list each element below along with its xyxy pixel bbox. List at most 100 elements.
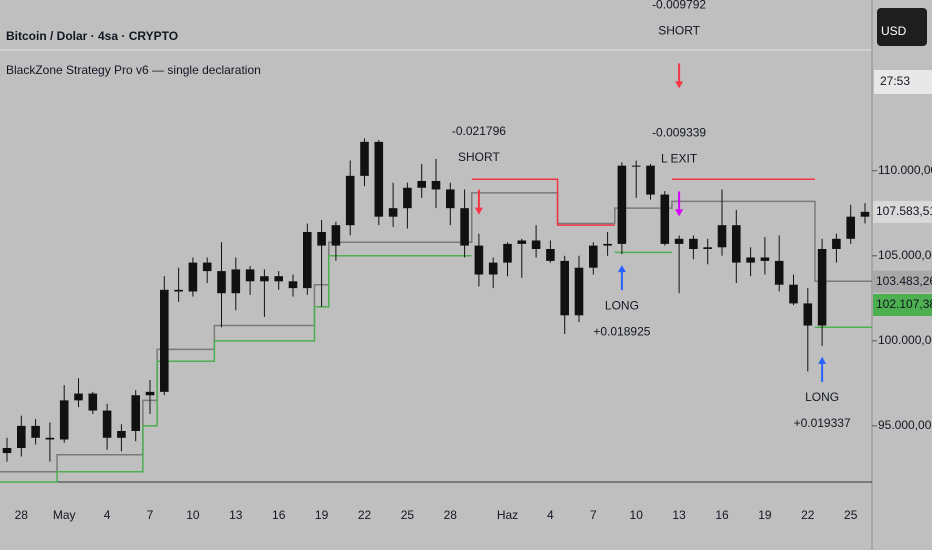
signal-value: -0.009792 xyxy=(652,0,706,12)
candle-body xyxy=(174,289,183,292)
indicator-name: BlackZone Strategy Pro v6 — single decla… xyxy=(6,63,261,77)
x-tick-label: 25 xyxy=(844,508,858,522)
timer: 27:53 xyxy=(880,74,910,88)
x-tick-label: 13 xyxy=(672,508,686,522)
candle-body xyxy=(288,281,298,289)
candle-body xyxy=(117,430,126,438)
signal-name: LONG xyxy=(605,298,639,312)
signal-value: +0.018925 xyxy=(593,324,650,338)
candle-body xyxy=(674,238,684,244)
candle-body xyxy=(74,393,83,401)
candle-body xyxy=(260,276,269,282)
candle-body xyxy=(202,262,212,272)
candle-body xyxy=(131,395,140,431)
signal-name: SHORT xyxy=(458,150,500,164)
candle-body xyxy=(460,208,469,246)
candle-body xyxy=(760,257,770,261)
candle-body xyxy=(703,247,712,249)
x-tick-label: 7 xyxy=(147,508,154,522)
candle-body xyxy=(774,260,784,285)
candle-body xyxy=(574,267,584,316)
candle-body xyxy=(417,180,426,188)
price-tag xyxy=(873,293,932,316)
x-tick-label: 13 xyxy=(229,508,243,522)
candle-body xyxy=(160,289,169,392)
candle-body xyxy=(345,175,355,226)
candle-body xyxy=(31,425,40,438)
candle-body xyxy=(388,208,398,217)
candle-body xyxy=(689,238,698,249)
candle-body xyxy=(646,165,655,195)
signal-name: L EXIT xyxy=(661,152,698,166)
candle-body xyxy=(88,393,98,411)
x-tick-label: 19 xyxy=(758,508,772,522)
candle-body xyxy=(331,225,341,246)
price-tag xyxy=(873,270,932,293)
y-tick-label: 105.000,00 xyxy=(878,248,932,262)
candle-body xyxy=(45,437,55,440)
y-tick-label: 95.000,00 xyxy=(878,418,932,432)
signal-value: -0.021796 xyxy=(452,124,506,138)
currency-label[interactable]: USD xyxy=(881,24,907,38)
signal-arrow-head xyxy=(617,265,626,273)
candle-body xyxy=(517,240,527,244)
candle-body xyxy=(803,303,813,326)
currency-button[interactable] xyxy=(877,8,927,46)
candle-body xyxy=(817,248,827,326)
x-tick-label: May xyxy=(53,508,76,522)
timer-box xyxy=(874,70,932,94)
candle-body xyxy=(431,180,441,190)
candle-body xyxy=(474,245,484,275)
indicator-line xyxy=(0,192,873,473)
x-tick-label: 25 xyxy=(401,508,415,522)
candle-body xyxy=(303,231,312,289)
indicator-line xyxy=(0,255,472,483)
x-tick-label: Haz xyxy=(497,508,518,522)
candle-body xyxy=(145,391,155,396)
x-tick-label: 4 xyxy=(547,508,554,522)
x-tick-label: 22 xyxy=(358,508,372,522)
candle-body xyxy=(488,262,498,275)
candle-body xyxy=(846,216,855,239)
signal-value: -0.009339 xyxy=(652,126,706,140)
signal-arrow-head xyxy=(675,209,684,217)
signal-name: SHORT xyxy=(658,24,700,38)
candle-body xyxy=(102,410,112,438)
x-tick-label: 10 xyxy=(186,508,200,522)
x-tick-label: 22 xyxy=(801,508,815,522)
candle-body xyxy=(832,238,841,249)
x-tick-label: 7 xyxy=(590,508,597,522)
x-tick-label: 16 xyxy=(715,508,729,522)
candle-body xyxy=(531,240,541,249)
candle-body xyxy=(589,245,598,268)
candle-body xyxy=(2,447,12,454)
candle-body xyxy=(631,165,641,167)
candle-body xyxy=(245,269,255,282)
signal-value: +0.019337 xyxy=(794,416,851,430)
x-tick-label: 28 xyxy=(444,508,458,522)
candle-body xyxy=(274,276,283,282)
candle-body xyxy=(860,211,870,217)
x-tick-label: 28 xyxy=(15,508,29,522)
candle-body xyxy=(503,243,512,263)
candle-body xyxy=(217,271,226,294)
signal-name: LONG xyxy=(805,390,839,404)
candle-body xyxy=(746,257,755,263)
candle-body xyxy=(403,187,412,209)
price-tag xyxy=(873,200,932,223)
candle-body xyxy=(374,141,384,217)
signal-arrow-head xyxy=(818,356,827,364)
x-tick-label: 4 xyxy=(104,508,111,522)
candle-body xyxy=(717,225,727,248)
y-tick-label: 110.000,00 xyxy=(878,163,932,177)
candle-body xyxy=(446,189,455,209)
candle-body xyxy=(17,425,26,448)
candle-body xyxy=(59,400,69,440)
candle-body xyxy=(603,243,612,246)
chart-title: Bitcoin / Dolar · 4sa · CRYPTO xyxy=(6,29,178,43)
x-tick-label: 16 xyxy=(272,508,286,522)
candle-body xyxy=(546,248,555,261)
price-tag-label: 107.583,51 xyxy=(876,204,932,218)
